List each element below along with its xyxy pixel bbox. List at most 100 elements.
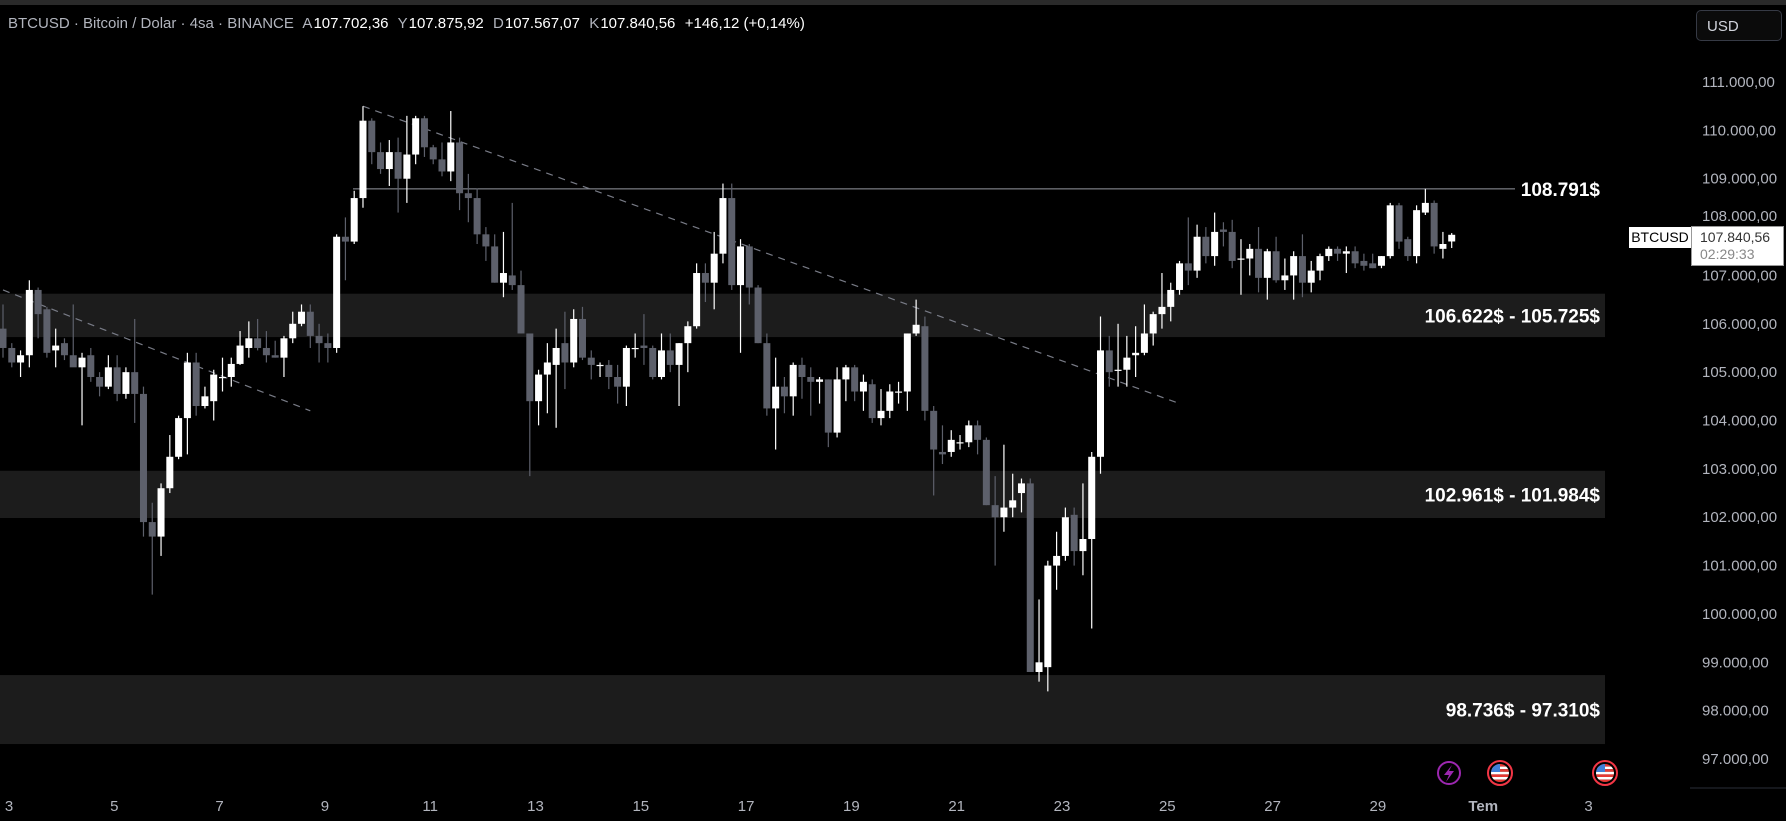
candle [236, 331, 244, 365]
candle-body [895, 391, 903, 393]
candle-body [1377, 256, 1385, 266]
candle [789, 362, 797, 416]
candle [359, 106, 367, 208]
candle [219, 357, 226, 392]
candle-body [298, 311, 306, 324]
symbol-description[interactable]: BTCUSD · Bitcoin / Dolar · 4sa · BINANCE [8, 15, 294, 32]
candle-body [1079, 539, 1087, 552]
candle [1184, 217, 1192, 286]
trendline[interactable] [362, 105, 1180, 405]
candle [737, 239, 745, 353]
candle-body [1053, 555, 1061, 566]
candle-body [868, 384, 876, 419]
candle [368, 118, 376, 165]
us-flag-icon[interactable] [1592, 760, 1618, 786]
price-tick-label: 97.000,00 [1702, 751, 1769, 768]
candle-body [974, 425, 982, 440]
candle-body [1140, 333, 1148, 353]
candle [1298, 234, 1306, 298]
us-flag-icon[interactable] [1487, 760, 1513, 786]
candle [842, 364, 850, 402]
candle [877, 389, 885, 426]
candle-body [157, 488, 165, 537]
candle-body [219, 376, 226, 379]
candle-body [1035, 662, 1043, 672]
candle-body [1386, 205, 1394, 257]
candle-body [1132, 352, 1140, 356]
candle [280, 335, 288, 377]
candle [780, 376, 788, 414]
candle [1404, 236, 1412, 261]
candle-body [1307, 270, 1315, 283]
support-zone[interactable] [0, 675, 1605, 745]
candle-body [710, 253, 718, 283]
candle [306, 304, 314, 348]
candle [333, 234, 341, 353]
candle-body [148, 522, 156, 537]
candle-body [1070, 514, 1078, 552]
candle [859, 374, 867, 411]
open-value: 107.702,36 [313, 15, 389, 32]
candle-body [1044, 565, 1052, 668]
candle-body [851, 367, 859, 392]
candle [289, 311, 297, 344]
candle-body [420, 118, 428, 148]
candle-body [1167, 289, 1175, 307]
candle-body [1413, 210, 1421, 257]
candle-body [807, 376, 815, 382]
candle [807, 367, 815, 416]
support-zone[interactable] [0, 293, 1605, 338]
candle [447, 111, 455, 182]
candle [816, 376, 824, 404]
candle-body [96, 376, 104, 387]
candle-body [640, 345, 648, 348]
candle-body [666, 350, 674, 365]
price-axis[interactable]: 111.000,00 110.000,00 109.000,00 108.000,00… [1702, 74, 1777, 768]
candle [1272, 236, 1280, 283]
date-tick-label: 23 [1054, 798, 1071, 815]
currency-button[interactable]: USD [1696, 10, 1782, 41]
candle-body [1325, 248, 1333, 257]
candle [1237, 239, 1245, 295]
plot-area[interactable] [0, 105, 1605, 745]
candle [0, 304, 7, 358]
trendline[interactable] [2, 289, 311, 412]
candle-body [1316, 256, 1324, 271]
candle [157, 483, 165, 556]
candle [139, 386, 147, 537]
price-tick-label: 98.000,00 [1702, 703, 1769, 720]
candle [675, 343, 683, 407]
price-tick-label: 109.000,00 [1702, 171, 1777, 188]
candle [1290, 251, 1298, 300]
candle [1325, 246, 1333, 261]
candle-body [1439, 244, 1447, 249]
candle [350, 190, 358, 245]
candle-body [1334, 248, 1342, 254]
candle [1026, 478, 1034, 672]
lightning-icon[interactable] [1437, 761, 1461, 785]
price-tick-label: 100.000,00 [1702, 606, 1777, 623]
candle-body [1263, 251, 1271, 278]
candle-body [1448, 234, 1456, 242]
zone-label: 106.622$ - 105.725$ [1425, 306, 1601, 327]
candle-body [552, 347, 560, 365]
candle [1421, 188, 1429, 215]
candle [1035, 599, 1043, 682]
candle [131, 318, 139, 423]
candle [991, 476, 999, 566]
time-axis[interactable]: 3 5 7 9 11 13 15 17 19 21 23 25 27 29 Tem 3 [5, 798, 1593, 815]
candle-body [1026, 483, 1034, 672]
support-zone[interactable] [0, 470, 1605, 519]
candle-body [315, 335, 323, 344]
candle-body [684, 326, 692, 344]
candle [833, 367, 841, 438]
candle-body [201, 396, 209, 407]
candle [464, 173, 472, 223]
candle-body [131, 372, 139, 394]
candle-body [526, 333, 534, 402]
candle [1088, 451, 1096, 629]
candle [701, 263, 709, 303]
candle [974, 420, 982, 455]
event-markers[interactable] [1437, 760, 1618, 786]
